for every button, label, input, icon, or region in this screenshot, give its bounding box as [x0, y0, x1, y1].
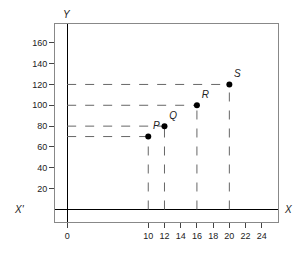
svg-text:160: 160 [32, 38, 47, 48]
svg-text:R: R [202, 89, 209, 100]
svg-text:20: 20 [37, 184, 47, 194]
svg-text:P: P [153, 120, 160, 131]
svg-text:18: 18 [208, 231, 218, 241]
svg-text:S: S [234, 68, 241, 79]
svg-text:40: 40 [37, 163, 47, 173]
svg-text:X': X' [14, 204, 25, 215]
svg-text:22: 22 [241, 231, 251, 241]
svg-text:10: 10 [143, 231, 153, 241]
svg-text:60: 60 [37, 142, 47, 152]
svg-text:Y: Y [63, 9, 71, 20]
svg-text:140: 140 [32, 59, 47, 69]
svg-text:16: 16 [192, 231, 202, 241]
svg-text:120: 120 [32, 80, 47, 90]
svg-text:100: 100 [32, 100, 47, 110]
svg-text:14: 14 [176, 231, 186, 241]
svg-text:X: X [284, 204, 292, 215]
svg-text:Q: Q [169, 110, 177, 121]
svg-text:20: 20 [224, 231, 234, 241]
svg-text:12: 12 [159, 231, 169, 241]
svg-text:80: 80 [37, 121, 47, 131]
svg-text:0: 0 [65, 231, 70, 241]
svg-text:24: 24 [257, 231, 267, 241]
